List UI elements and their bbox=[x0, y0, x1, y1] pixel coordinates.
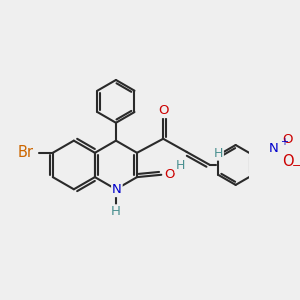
Text: +: + bbox=[280, 137, 288, 147]
Text: H: H bbox=[175, 159, 185, 172]
Text: −: − bbox=[292, 161, 300, 171]
Text: O: O bbox=[282, 133, 293, 146]
Text: O: O bbox=[164, 168, 175, 181]
Text: N: N bbox=[112, 183, 122, 196]
Text: Br: Br bbox=[18, 145, 34, 160]
Text: O: O bbox=[158, 104, 168, 117]
Text: H: H bbox=[111, 205, 121, 218]
Text: O: O bbox=[282, 154, 293, 169]
Text: H: H bbox=[214, 147, 223, 160]
Text: N: N bbox=[268, 142, 278, 155]
